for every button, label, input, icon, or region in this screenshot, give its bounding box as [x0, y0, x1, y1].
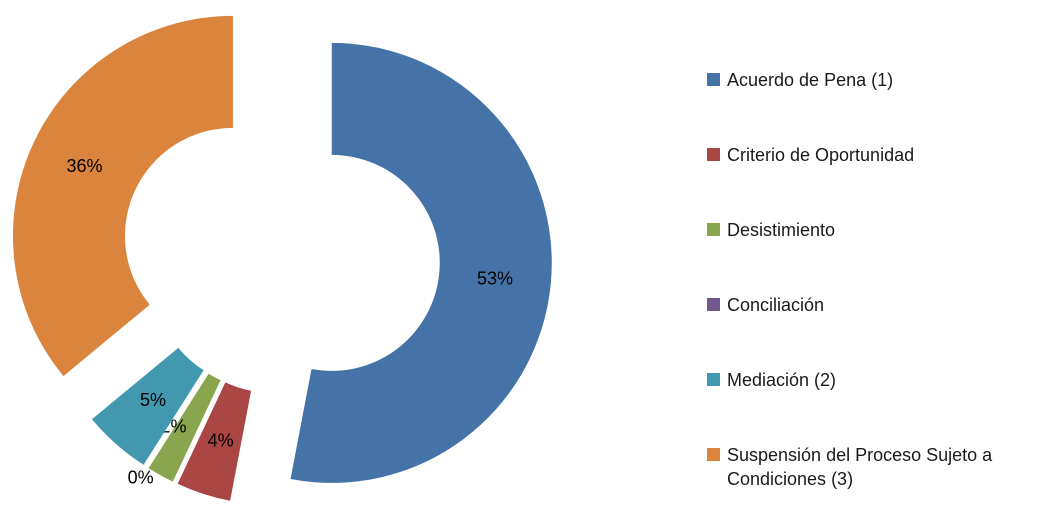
slice-6	[13, 16, 233, 376]
legend-item: Suspensión del Proceso Sujeto a Condicio…	[707, 443, 1045, 491]
legend-swatch	[707, 148, 720, 161]
legend-label: Suspensión del Proceso Sujeto a Condicio…	[727, 443, 1045, 491]
donut-chart: 53%4%2%0%5%36%	[0, 0, 700, 516]
legend-label: Conciliación	[727, 293, 1045, 317]
slice-1	[291, 43, 552, 483]
data-label-2: 4%	[208, 431, 234, 451]
legend-item: Conciliación	[707, 293, 1045, 317]
legend-swatch	[707, 373, 720, 386]
legend-label: Criterio de Oportunidad	[727, 143, 1045, 167]
legend-swatch	[707, 448, 720, 461]
legend-label: Acuerdo de Pena (1)	[727, 68, 1045, 92]
legend-item: Acuerdo de Pena (1)	[707, 68, 1045, 92]
legend-label: Mediación (2)	[727, 368, 1045, 392]
data-label-5: 5%	[140, 390, 166, 410]
legend-item: Criterio de Oportunidad	[707, 143, 1045, 167]
legend-swatch	[707, 73, 720, 86]
legend-item: Desistimiento	[707, 218, 1045, 242]
data-label-6: 36%	[67, 156, 103, 176]
data-label-1: 53%	[477, 268, 513, 288]
legend-swatch	[707, 298, 720, 311]
legend-label: Desistimiento	[727, 218, 1045, 242]
legend-swatch	[707, 223, 720, 236]
legend-item: Mediación (2)	[707, 368, 1045, 392]
data-label-4: 0%	[128, 468, 154, 488]
